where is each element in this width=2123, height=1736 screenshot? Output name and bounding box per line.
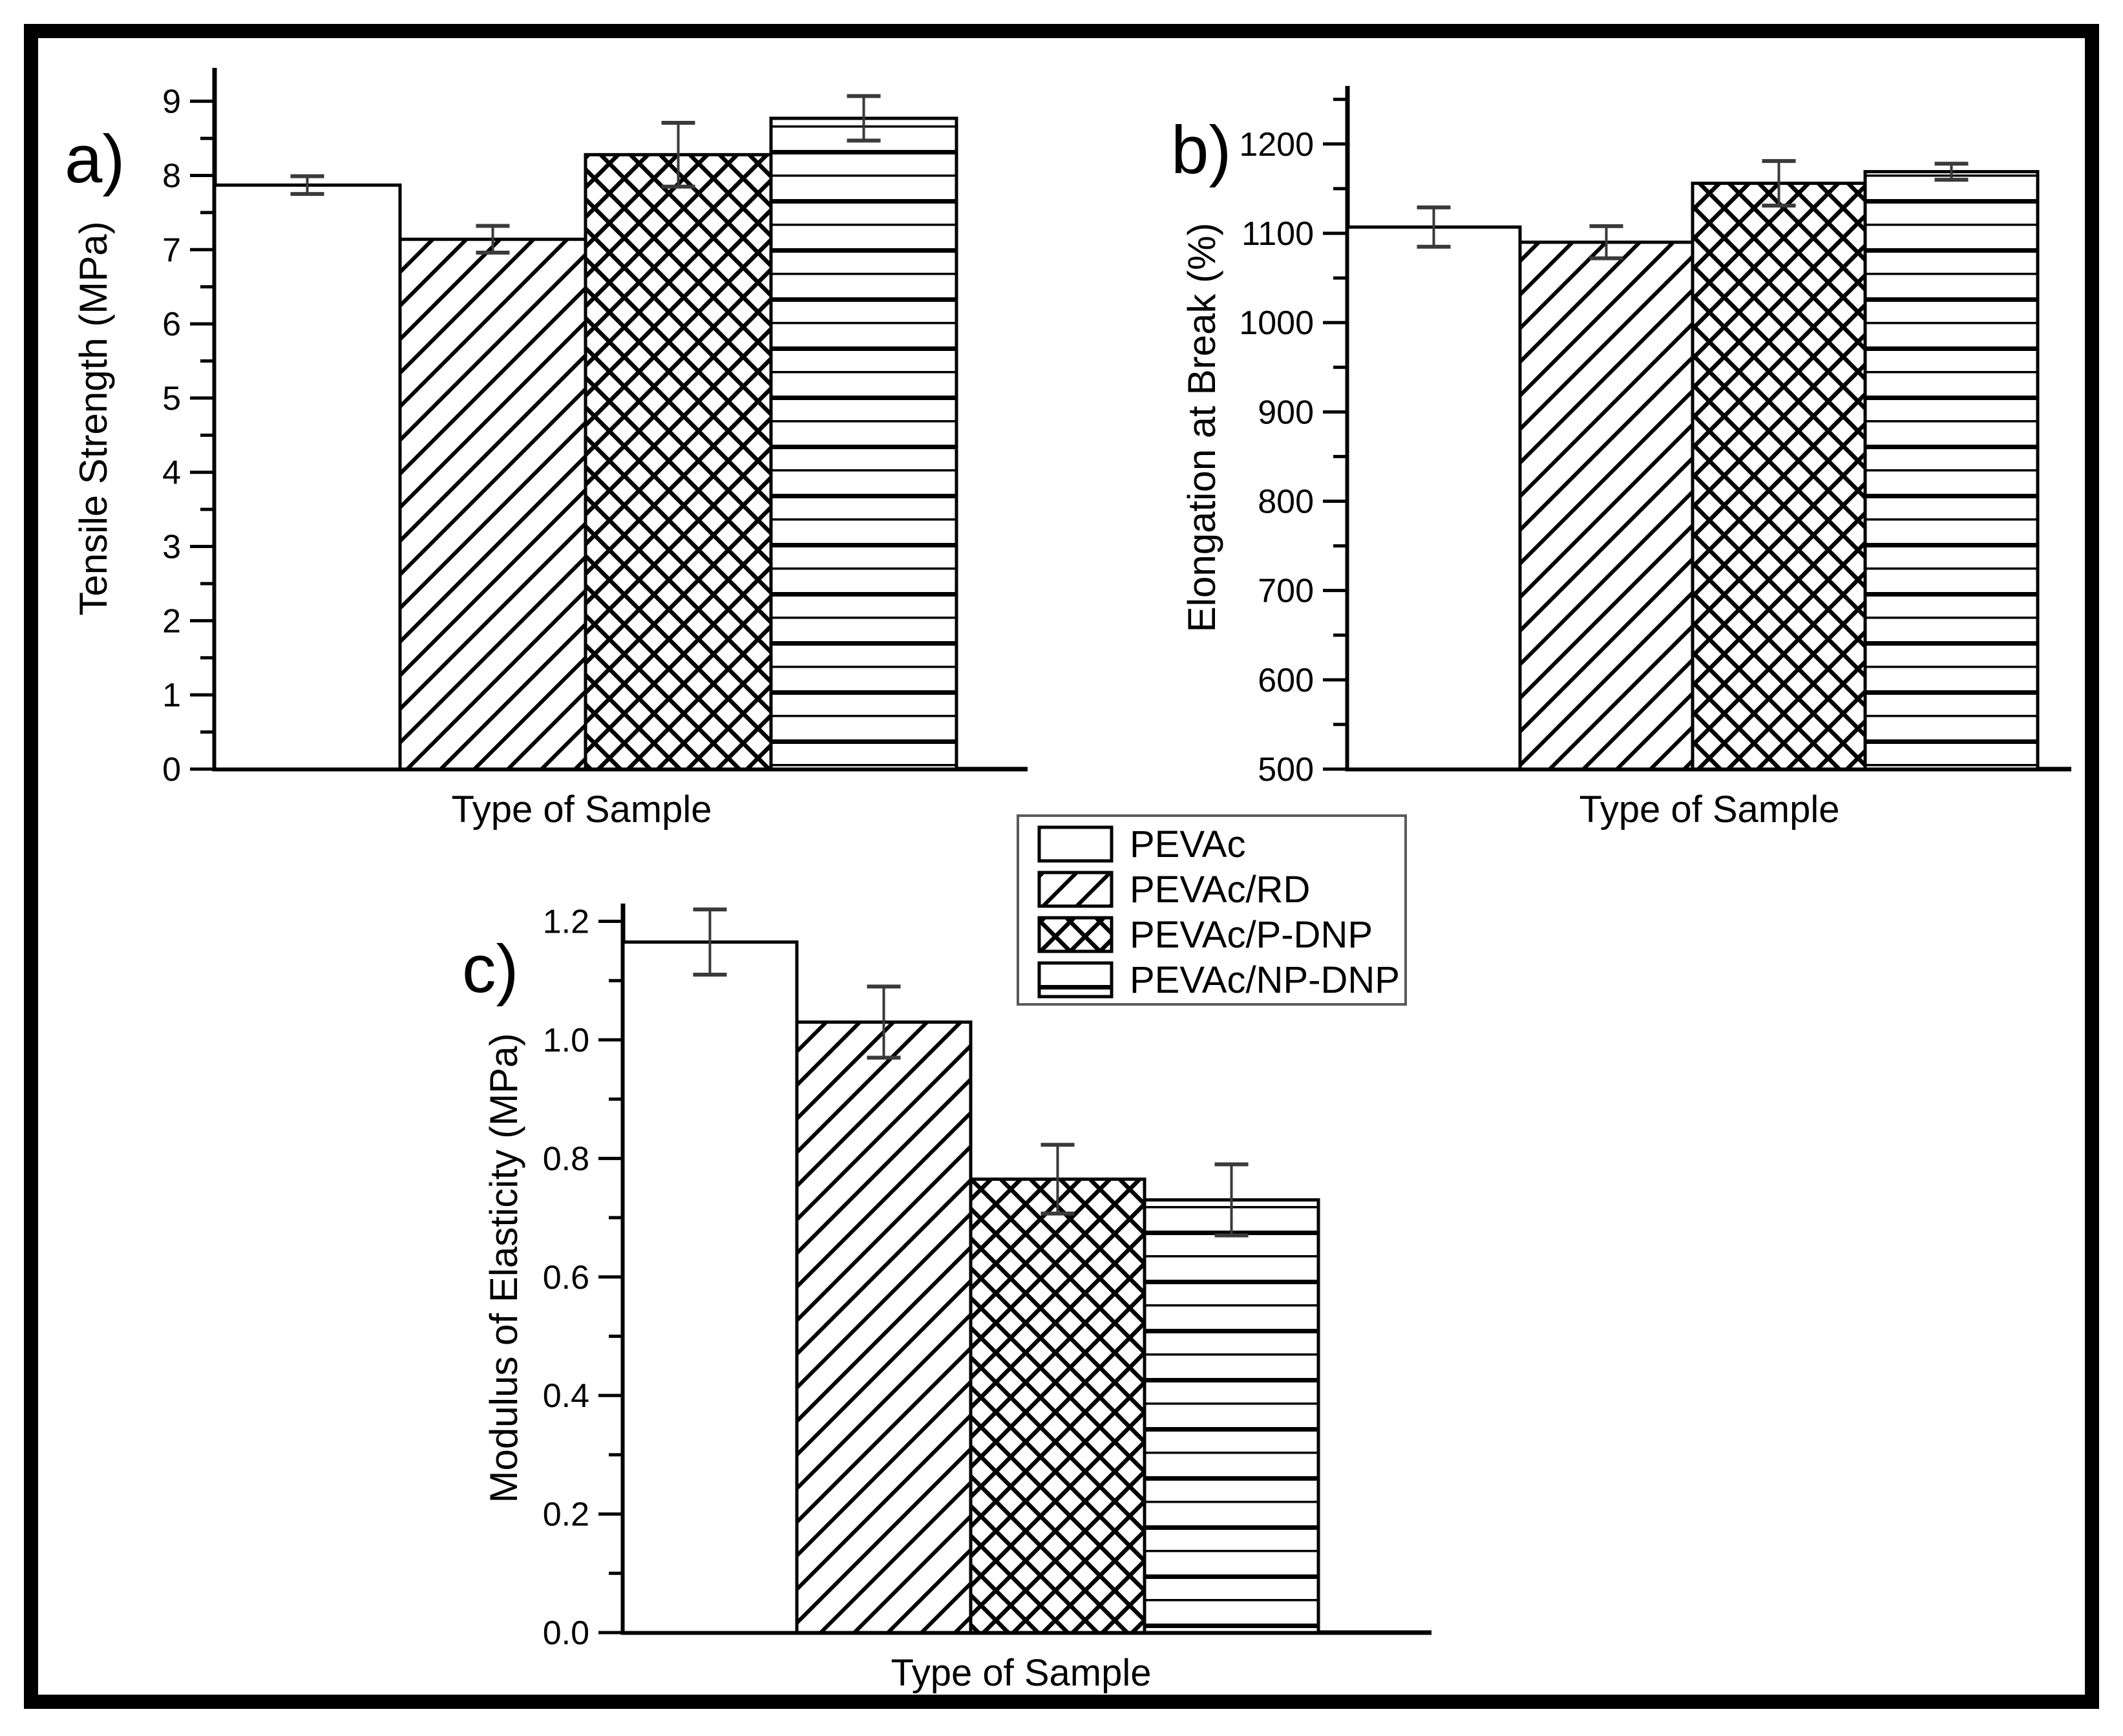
error-bar bbox=[693, 907, 727, 977]
legend-item: PEVAc/RD bbox=[1037, 869, 1310, 911]
y-tick-label: 600 bbox=[1258, 662, 1314, 699]
y-tick-label: 700 bbox=[1258, 573, 1314, 610]
error-bar bbox=[661, 120, 695, 189]
y-tick-label: 1100 bbox=[1241, 215, 1314, 253]
legend-label: PEVAc/P-DNP bbox=[1130, 914, 1373, 956]
error-bar bbox=[867, 984, 901, 1060]
x-axis-title: Type of Sample bbox=[452, 789, 712, 831]
panel-letter-b: b) bbox=[1171, 112, 1231, 188]
legend-item: PEVAc/P-DNP bbox=[1037, 914, 1373, 956]
bar-pevac-p-dnp bbox=[584, 153, 773, 771]
y-tick-label: 0.0 bbox=[543, 1614, 589, 1652]
y-axis-title: Elongation at Break (%) bbox=[1180, 223, 1223, 633]
bar-pevac-p-dnp bbox=[969, 1177, 1146, 1635]
y-tick-label: 0.6 bbox=[543, 1259, 589, 1297]
legend-swatch-crosshatch bbox=[1037, 916, 1114, 953]
y-tick-label: 0.2 bbox=[543, 1496, 589, 1534]
x-axis-title: Type of Sample bbox=[1579, 789, 1840, 831]
y-tick-label: 900 bbox=[1258, 394, 1314, 431]
y-tick-label: 500 bbox=[1258, 751, 1314, 789]
bar-pevac-np-dnp bbox=[769, 116, 958, 771]
bar-pevac-rd bbox=[398, 237, 587, 771]
error-bar bbox=[1040, 1143, 1075, 1216]
bar-pevac-rd bbox=[795, 1020, 973, 1635]
y-tick-label: 800 bbox=[1258, 483, 1314, 520]
legend-swatch-horizontal-lines bbox=[1037, 961, 1114, 999]
x-axis-title: Type of Sample bbox=[891, 1652, 1152, 1694]
y-tick-label: 1.0 bbox=[543, 1022, 589, 1059]
y-tick-label: 8 bbox=[162, 157, 181, 195]
error-bar bbox=[290, 174, 324, 196]
bar-pevac bbox=[621, 940, 799, 1635]
y-axis-title: Tensile Strength (MPa) bbox=[72, 221, 115, 615]
y-tick-label: 5 bbox=[162, 380, 181, 418]
legend-label: PEVAc/NP-DNP bbox=[1130, 959, 1400, 1001]
error-bar bbox=[476, 224, 510, 255]
bar-pevac bbox=[1346, 225, 1522, 771]
error-bar bbox=[1934, 162, 1969, 182]
error-bar bbox=[1417, 205, 1451, 249]
bar-pevac-rd bbox=[1518, 240, 1695, 771]
figure-border bbox=[24, 24, 2099, 1709]
bar-pevac-p-dnp bbox=[1691, 182, 1867, 771]
legend-label: PEVAc bbox=[1130, 823, 1245, 865]
y-tick-label: 0 bbox=[162, 751, 181, 789]
legend-swatch-solid-white bbox=[1037, 825, 1114, 863]
bar-pevac-np-dnp bbox=[1143, 1198, 1320, 1635]
error-bar bbox=[847, 94, 881, 143]
error-bar bbox=[1589, 224, 1623, 260]
y-tick-label: 1 bbox=[162, 677, 181, 714]
y-tick-label: 3 bbox=[162, 529, 181, 566]
legend-label: PEVAc/RD bbox=[1130, 869, 1310, 911]
legend-swatch-diagonal-hatch bbox=[1037, 871, 1114, 908]
error-bar bbox=[1762, 159, 1796, 208]
chart-panel-a: a) 0 1 2 3 4 5 6 7 8 9 Tensile Strength (MPa) Type o… bbox=[65, 68, 1028, 831]
y-tick-label: 6 bbox=[162, 306, 181, 343]
bar-pevac-np-dnp bbox=[1863, 170, 2040, 771]
y-tick-label: 1000 bbox=[1239, 304, 1314, 342]
panel-letter-c: c) bbox=[462, 931, 518, 1007]
error-bar bbox=[1214, 1162, 1249, 1238]
legend-item: PEVAc bbox=[1037, 823, 1245, 865]
y-tick-label: 4 bbox=[162, 454, 181, 492]
y-tick-label: 1.2 bbox=[543, 904, 589, 941]
y-axis-title: Modulus of Elasticity (MPa) bbox=[482, 1033, 525, 1503]
y-tick-label: 0.8 bbox=[543, 1140, 589, 1178]
y-tick-label: 2 bbox=[162, 602, 181, 640]
chart-panel-b: b) 500 600 700 800 900 1000 1100 1200 Elongation … bbox=[1171, 86, 2071, 831]
y-tick-label: 7 bbox=[162, 231, 181, 269]
y-tick-label: 1200 bbox=[1239, 126, 1314, 164]
bar-pevac bbox=[213, 183, 402, 771]
chart-panel-c: c) 0.0 0.2 0.4 0.6 0.8 1.0 1.2 Modulus of Elasti… bbox=[462, 904, 1431, 1694]
y-tick-label: 9 bbox=[162, 83, 181, 121]
panel-letter-a: a) bbox=[65, 122, 125, 197]
y-tick-label: 0.4 bbox=[543, 1377, 589, 1415]
legend-item: PEVAc/NP-DNP bbox=[1037, 959, 1400, 1001]
